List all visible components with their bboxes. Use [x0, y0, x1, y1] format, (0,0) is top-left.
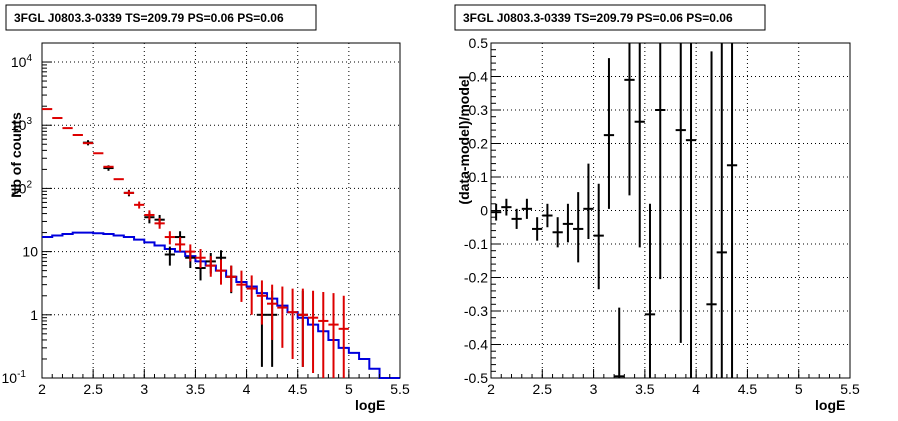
residual-y-tick-label: 0.4 [469, 69, 489, 85]
residual-panel: 2 2.5 3 3.5 4 4.5 5 5.5 -0.5 -0.4 -0.3 -0.2 -0.1 0 0.1… [454, 4, 860, 413]
residual-point [521, 198, 533, 219]
residual-point [491, 203, 502, 221]
residual-x-tick-label: 2.5 [533, 381, 553, 397]
residual-plot-frame [490, 42, 851, 379]
residual-y-tick-label: -0.1 [464, 236, 488, 252]
residual-series [491, 43, 738, 378]
counts-title: 3FGL J0803.3-0339 TS=209.79 PS=0.06 PS=0… [14, 11, 284, 25]
residual-point [501, 198, 512, 216]
model-prediction-point [318, 291, 329, 378]
residual-x-tick-label: 4 [692, 381, 700, 397]
model-prediction-point [185, 244, 196, 262]
model-prediction-point [277, 286, 288, 348]
residual-point [624, 43, 635, 196]
residual-point [552, 217, 563, 248]
residual-point [562, 203, 574, 243]
residual-x-tick-label: 5.5 [840, 381, 860, 397]
model-prediction-point [215, 259, 227, 285]
residual-point [716, 43, 727, 378]
residual-point [634, 43, 645, 248]
residual-point [542, 203, 553, 228]
residual-point [573, 192, 584, 263]
counts-y-axis-label: Nb of counts [8, 112, 24, 198]
counts-x-tick-label: 5 [345, 381, 353, 397]
model-prediction-point [195, 248, 206, 269]
residual-y-tick-label: 0.3 [469, 102, 489, 118]
counts-plot-frame [41, 42, 401, 379]
residual-point [603, 58, 615, 209]
residual-y-tick-label: 0.2 [469, 136, 489, 152]
model-prediction-point [246, 275, 257, 315]
residual-point [675, 43, 686, 343]
residual-x-tick-label: 4.5 [738, 381, 758, 397]
residual-point [532, 217, 543, 241]
counts-title-box [5, 4, 317, 31]
data-point [164, 246, 175, 266]
model-prediction-point [164, 231, 175, 245]
residual-x-tick-label: 5 [795, 381, 803, 397]
residual-x-tick-label: 2 [487, 381, 495, 397]
counts-y-tick-label: 104 [11, 53, 33, 70]
model-prediction-point [328, 293, 339, 378]
counts-x-tick-label: 2.5 [83, 381, 103, 397]
residual-point [644, 203, 656, 378]
model-prediction-point [226, 265, 237, 292]
model-prediction-point [134, 201, 145, 209]
model-prediction-point [307, 290, 319, 373]
model-prediction-point [236, 270, 247, 302]
residual-point [726, 43, 738, 378]
residual-y-tick-label: -0.4 [464, 337, 488, 353]
residual-x-tick-label: 3 [590, 381, 598, 397]
residual-point [614, 307, 625, 378]
model-prediction-point [267, 284, 278, 340]
model-prediction-point [338, 295, 349, 378]
counts-x-tick-label: 4 [243, 381, 251, 397]
model-prediction-point [174, 237, 186, 252]
counts-x-tick-label: 4.5 [288, 381, 308, 397]
residual-x-tick-label: 3.5 [635, 381, 655, 397]
model-prediction-point [123, 190, 135, 196]
residual-point [511, 208, 522, 229]
residual-title-box [454, 4, 766, 31]
residual-point [655, 43, 666, 280]
counts-y-tick-label: 10-1 [2, 369, 27, 386]
model-prediction-point [205, 256, 216, 277]
counts-x-tick-label: 3.5 [186, 381, 206, 397]
residual-y-tick-label: 0.1 [469, 169, 489, 185]
counts-series [42, 108, 400, 379]
residual-y-tick-label: 0.5 [469, 35, 489, 51]
model-prediction-point [154, 218, 165, 229]
residual-y-tick-label: 0 [480, 203, 488, 219]
counts-x-tick-label: 5.5 [390, 381, 410, 397]
residual-point [593, 183, 604, 290]
model-prediction-point [297, 288, 308, 367]
residual-point [685, 43, 697, 378]
counts-x-tick-label: 2 [38, 381, 46, 397]
residual-title: 3FGL J0803.3-0339 TS=209.79 PS=0.06 PS=0… [463, 11, 733, 25]
model-prediction-point [256, 280, 268, 325]
counts-y-tick-label: 10 [22, 244, 38, 260]
residual-y-tick-label: -0.3 [464, 303, 488, 319]
residual-x-axis-label: logE [815, 397, 845, 413]
residual-point [706, 51, 717, 378]
residual-point [583, 163, 594, 239]
residual-y-tick-label: -0.2 [464, 270, 488, 286]
residual-y-axis-label: (data-model)/model [456, 75, 472, 204]
residual-y-tick-label: -0.5 [464, 370, 488, 386]
model-prediction-point [287, 288, 298, 359]
counts-x-tick-label: 3 [140, 381, 148, 397]
model-prediction-point [144, 210, 155, 220]
counts-y-tick-label: 1 [30, 307, 38, 323]
counts-x-axis-label: logE [355, 397, 385, 413]
residual-ticks: 2 2.5 3 3.5 4 4.5 5 5.5 -0.5 -0.4 -0.3 -0.2 -0.1 0 0.1… [464, 35, 860, 397]
